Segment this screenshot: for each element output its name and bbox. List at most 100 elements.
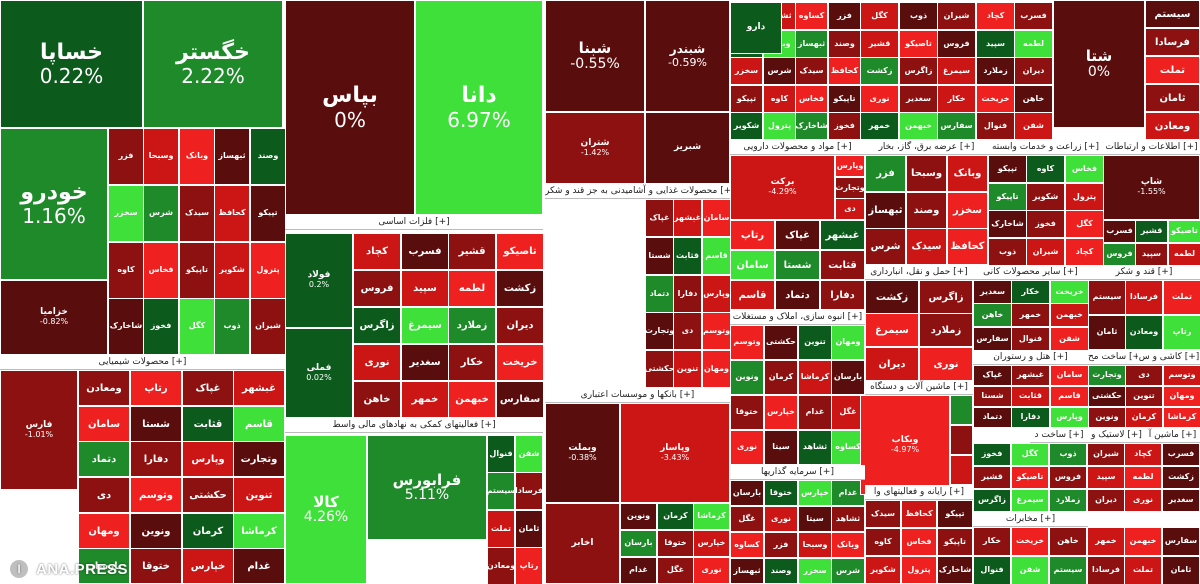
treemap-cell[interactable] bbox=[950, 395, 973, 425]
treemap-cell[interactable]: وتجارت bbox=[1088, 365, 1126, 386]
treemap-cell[interactable]: شرس bbox=[865, 228, 906, 265]
treemap-cell[interactable]: سامان bbox=[730, 250, 775, 280]
treemap-cell[interactable]: سیدک bbox=[795, 57, 828, 85]
sector-header[interactable]: حمل و نقل، انبارداری [+] bbox=[865, 265, 973, 280]
treemap-tile-1[interactable]: خگستر 2.22% bbox=[143, 0, 283, 128]
treemap-cell[interactable]: کاوه bbox=[108, 242, 144, 299]
treemap-cell[interactable]: تاصیکو bbox=[496, 233, 544, 270]
treemap-cell[interactable]: ومهان bbox=[78, 513, 130, 549]
treemap-cell[interactable]: شاخارک bbox=[988, 210, 1027, 238]
treemap-cell[interactable]: سغدیر bbox=[1162, 489, 1200, 512]
treemap-cell[interactable]: ومعادن bbox=[487, 547, 515, 584]
treemap-cell[interactable]: تاپیکو bbox=[937, 528, 973, 556]
treemap-cell[interactable]: نوری bbox=[730, 430, 764, 465]
treemap-cell[interactable]: فنوال bbox=[1011, 327, 1050, 351]
treemap-cell[interactable]: سیمرغ bbox=[937, 57, 976, 85]
treemap-cell[interactable]: کاوه bbox=[865, 528, 901, 556]
treemap-cell[interactable]: سیمرغ bbox=[865, 313, 919, 347]
sector-header[interactable]: فلزات اساسی [+] bbox=[285, 215, 543, 230]
treemap-tile-23[interactable]: دارو bbox=[730, 2, 782, 54]
treemap-cell[interactable]: وصند bbox=[906, 192, 947, 229]
treemap-tile-12[interactable]: فارس -1.01% bbox=[0, 370, 78, 490]
treemap-tile-9[interactable]: شتران -1.42% bbox=[545, 112, 645, 184]
treemap-cell[interactable]: نوری bbox=[693, 557, 730, 584]
treemap-cell[interactable]: کگل bbox=[1011, 443, 1049, 466]
treemap-cell[interactable]: فروس bbox=[937, 30, 976, 58]
treemap-cell[interactable]: شکویر bbox=[1026, 183, 1065, 211]
treemap-cell[interactable]: فنوال bbox=[976, 112, 1015, 140]
treemap-cell[interactable]: ثامان bbox=[1162, 556, 1200, 584]
treemap-cell[interactable]: کحافظ bbox=[947, 228, 988, 265]
sector-header[interactable]: ماشین آ [+] bbox=[1145, 428, 1200, 443]
treemap-cell[interactable]: قشیر bbox=[448, 233, 496, 270]
treemap-cell[interactable]: فرسادا bbox=[1145, 28, 1200, 56]
treemap-cell[interactable]: زاگرس bbox=[353, 307, 401, 344]
treemap-cell[interactable]: رتاپ bbox=[1163, 315, 1200, 350]
treemap-cell[interactable]: بارسان bbox=[730, 480, 764, 506]
treemap-tile-14[interactable]: فملی 0.02% bbox=[285, 328, 353, 418]
treemap-cell[interactable]: دی bbox=[1125, 365, 1163, 386]
treemap-cell[interactable]: قاسم bbox=[730, 280, 775, 310]
treemap-cell[interactable]: فروس bbox=[1103, 243, 1136, 266]
treemap-cell[interactable]: زاگرس bbox=[973, 489, 1011, 512]
sector-header[interactable]: عرضه برق، گاز، بخار [+] bbox=[865, 140, 988, 155]
treemap-cell[interactable]: شکویر bbox=[730, 112, 763, 140]
treemap-cell[interactable]: غپاک bbox=[775, 220, 820, 250]
treemap-cell[interactable]: وصند bbox=[828, 30, 861, 58]
treemap-cell[interactable]: شرس bbox=[763, 57, 796, 85]
treemap-cell[interactable]: قثابت bbox=[673, 237, 702, 275]
treemap-cell[interactable]: شیران bbox=[1026, 238, 1065, 266]
treemap-cell[interactable]: وصند bbox=[764, 558, 798, 584]
treemap-cell[interactable]: تنوین bbox=[233, 477, 285, 513]
treemap-cell[interactable]: کچاد bbox=[976, 2, 1015, 30]
treemap-cell[interactable]: ومهان bbox=[702, 350, 731, 388]
treemap-cell[interactable]: غدام bbox=[620, 557, 657, 584]
treemap-tile-7[interactable]: شبندر -0.59% bbox=[645, 0, 730, 112]
treemap-cell[interactable]: دتماد bbox=[78, 441, 130, 477]
treemap-cell[interactable]: ذوب bbox=[214, 298, 250, 355]
treemap-cell[interactable]: لطمه bbox=[448, 270, 496, 307]
treemap-cell[interactable]: شیران bbox=[250, 298, 286, 355]
treemap-cell[interactable]: فروس bbox=[353, 270, 401, 307]
treemap-cell[interactable]: لطمه bbox=[1124, 466, 1162, 489]
treemap-cell[interactable]: دفارا bbox=[130, 441, 182, 477]
treemap-cell[interactable]: غبشهر bbox=[673, 199, 702, 237]
treemap-tile-6[interactable]: شبنا -0.55% bbox=[545, 0, 645, 112]
treemap-cell[interactable]: فسرب bbox=[1103, 220, 1136, 243]
treemap-cell[interactable]: وتوسم bbox=[730, 325, 764, 360]
treemap-cell[interactable]: فسرب bbox=[1014, 2, 1053, 30]
treemap-cell[interactable]: خمهر bbox=[401, 381, 449, 418]
treemap-cell[interactable]: تملت bbox=[1145, 56, 1200, 84]
treemap-cell[interactable]: لطمه bbox=[1168, 243, 1200, 266]
treemap-cell[interactable]: کساوه bbox=[831, 430, 865, 465]
treemap-cell[interactable]: شرس bbox=[831, 558, 865, 584]
treemap-cell[interactable]: رتاپ bbox=[730, 220, 775, 250]
treemap-cell[interactable]: کرماشا bbox=[693, 503, 730, 530]
treemap-cell[interactable]: ونوین bbox=[1088, 407, 1126, 428]
treemap-cell[interactable]: فزر bbox=[865, 155, 906, 192]
treemap-cell[interactable]: کاوه bbox=[763, 85, 796, 113]
sector-header[interactable]: فعالیتهای کمکی به نهادهای مالی واسط [+] bbox=[285, 418, 543, 433]
treemap-cell[interactable]: دیران bbox=[1014, 57, 1053, 85]
treemap-cell[interactable]: ومعادن bbox=[1125, 315, 1163, 350]
treemap-cell[interactable]: سیستم bbox=[1088, 280, 1126, 315]
treemap-cell[interactable]: قاسم bbox=[233, 406, 285, 442]
treemap-cell[interactable]: ثشاهد bbox=[831, 506, 865, 532]
treemap-cell[interactable]: فرسادا bbox=[515, 472, 543, 510]
treemap-cell[interactable]: ثامان bbox=[515, 510, 543, 548]
treemap-cell[interactable]: شستا bbox=[775, 250, 820, 280]
treemap-cell[interactable]: وتجارت bbox=[233, 441, 285, 477]
treemap-cell[interactable]: ذوب bbox=[1049, 443, 1087, 466]
treemap-cell[interactable]: فخوز bbox=[973, 443, 1011, 466]
treemap-cell[interactable]: زکشت bbox=[860, 57, 899, 85]
treemap-tile-4[interactable]: بپاس 0% bbox=[285, 0, 415, 215]
treemap-cell[interactable]: سیدک bbox=[906, 228, 947, 265]
sector-header[interactable]: اطلاعات و ارتباطات [+] bbox=[1103, 140, 1200, 155]
treemap-cell[interactable]: سیدک bbox=[865, 500, 901, 528]
treemap-cell[interactable]: ثامان bbox=[1088, 315, 1126, 350]
treemap-cell[interactable]: سیمرغ bbox=[401, 307, 449, 344]
treemap-cell[interactable]: حکشتی bbox=[645, 350, 674, 388]
treemap-cell[interactable]: دی bbox=[78, 477, 130, 513]
treemap-cell[interactable]: بارسان bbox=[620, 530, 657, 557]
treemap-cell[interactable]: شرس bbox=[143, 185, 179, 242]
